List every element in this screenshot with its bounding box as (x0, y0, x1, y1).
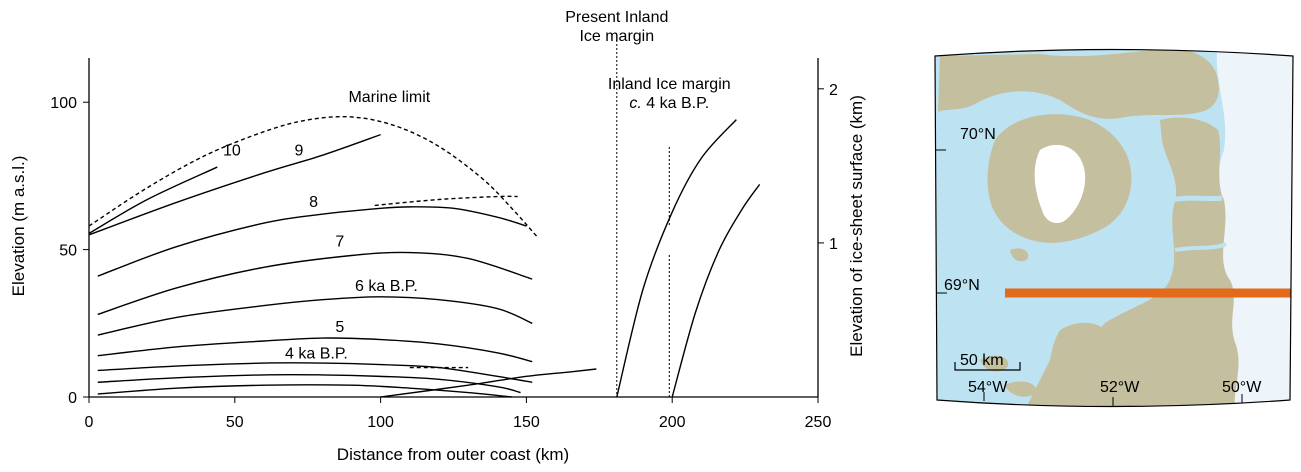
x-tick-label-100: 100 (367, 414, 394, 431)
y-tick-label-50: 50 (59, 243, 77, 260)
annotation-marine-limit: Marine limit (348, 89, 430, 106)
map-lon-label-50: 50°W (1222, 379, 1262, 396)
series-line-marine-limit (88, 115, 539, 239)
annotation-8: 8 (309, 194, 318, 211)
map-lon-label-52: 52°W (1100, 379, 1140, 396)
x-tick-label-150: 150 (513, 414, 540, 431)
map-islet-1 (1010, 248, 1029, 262)
x-tick-label-250: 250 (805, 414, 832, 431)
series-line-present-inland-ice-surface (616, 119, 737, 398)
annotation-6-ka-b-p: 6 ka B.P. (355, 278, 418, 295)
series-line-unlabeled-10 (97, 373, 521, 394)
map-islet-3 (1005, 381, 1037, 397)
elevation-chart: 0 50 100 150 200 250 0 50 100 1 2 Marine limit 10 9 8… (9, 9, 866, 464)
map-disko-icecap (1034, 144, 1086, 224)
map-scale-bar (954, 362, 1021, 371)
map-lon-label-54: 54°W (968, 379, 1008, 396)
y-tick-label-100: 100 (50, 95, 77, 112)
annotation-5: 5 (335, 319, 344, 336)
annotation-10: 10 (223, 142, 241, 159)
map-islet-2 (980, 355, 1009, 372)
y2-tick-label-1: 1 (829, 236, 838, 253)
x-tick-label-0: 0 (85, 414, 94, 431)
series-line-9 (88, 133, 381, 236)
map-fjord-2 (1174, 242, 1227, 252)
series-line-8 (97, 206, 527, 277)
series-line-5 (97, 337, 533, 363)
annotation-present-inland-ice-margin: Present Inland Ice margin (565, 9, 668, 45)
series-line-6-ka-b-p (97, 296, 533, 336)
map-lat-label-70: 70°N (960, 126, 996, 143)
x-tick-label-200: 200 (659, 414, 686, 431)
chart-ticks: 0 50 100 150 200 250 0 50 100 1 2 (50, 82, 838, 431)
y-tick-label-0: 0 (68, 390, 77, 407)
y2-tick-label-2: 2 (829, 82, 838, 99)
series-line-8-dashed-extension (374, 195, 518, 207)
map-land-north (938, 49, 1219, 119)
map-fjord-1 (1169, 195, 1223, 203)
chart-annotations: Marine limit 10 9 8 7 6 ka B.P. 5 4 ka B.P. Pres… (223, 9, 731, 363)
map-lat-label-69: 69°N (944, 277, 980, 294)
map-land-east (1098, 117, 1239, 407)
location-map: 70°N 69°N 54°W 52°W 50°W 50 km (934, 48, 1294, 408)
series-line-4-ka-b-p (97, 362, 533, 383)
annotation-inland-ice-margin-c-4-ka-b-p: Inland Ice margin c. 4 ka B.P. (608, 76, 731, 112)
annotation-7: 7 (335, 234, 344, 251)
series-line-unlabeled-11 (97, 384, 512, 398)
y2-axis-title: Elevation of ice-sheet surface (km) (847, 95, 866, 357)
x-axis-title: Distance from outer coast (km) (337, 445, 569, 464)
series-line-inland-ice-surface-c-4-ka-b-p (671, 183, 761, 398)
map-frame (934, 48, 1294, 408)
map-scale-label: 50 km (960, 352, 1004, 369)
chart-marks (88, 40, 761, 398)
y-axis-title: Elevation (m a.s.l.) (9, 156, 28, 297)
annotation-4-ka-b-p: 4 ka B.P. (285, 346, 348, 363)
series-line-unlabeled-12 (380, 368, 597, 398)
map-land-south (1020, 322, 1140, 407)
x-tick-label-50: 50 (226, 414, 244, 431)
series-line-7 (97, 251, 533, 316)
annotation-9: 9 (294, 142, 303, 159)
series-line-10 (88, 166, 218, 235)
